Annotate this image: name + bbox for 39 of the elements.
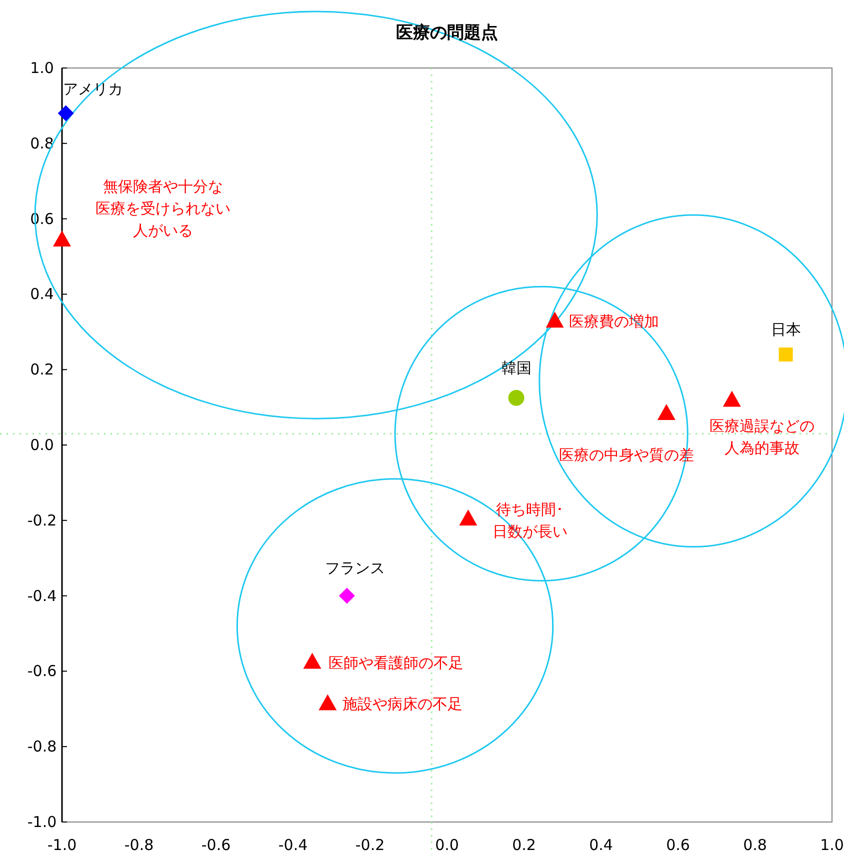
x-tick-label: -1.0 — [47, 836, 77, 854]
x-tick-label: 0.6 — [666, 836, 690, 854]
x-tick-label: -0.6 — [201, 836, 231, 854]
y-tick-label: -1.0 — [27, 813, 57, 831]
series-label: 韓国 — [501, 358, 532, 377]
x-tick-label: 0.2 — [512, 836, 536, 854]
point — [459, 510, 478, 526]
x-tick-label: -0.8 — [124, 836, 154, 854]
point — [546, 312, 564, 328]
series-label: フランス — [324, 558, 385, 577]
point — [303, 652, 322, 669]
series-label: 日本 — [770, 320, 801, 339]
y-tick-label: 0.0 — [30, 436, 54, 454]
point — [778, 348, 793, 362]
y-tick-label: 0.4 — [30, 285, 54, 304]
point — [58, 105, 74, 122]
y-tick-label: -0.8 — [27, 738, 57, 756]
y-tick-label: 0.2 — [30, 360, 54, 379]
x-tick-label: 1.0 — [820, 836, 844, 854]
series-label: 無保険者や十分な医療を受けられない人がいる — [96, 178, 230, 240]
series-label: 施設や病床の不足 — [342, 695, 463, 714]
point — [338, 588, 355, 604]
x-tick-label: 0.0 — [435, 836, 459, 854]
y-tick-label: -0.4 — [27, 586, 57, 605]
x-tick-label: 0.8 — [743, 836, 767, 854]
point — [318, 694, 337, 710]
point — [657, 404, 676, 420]
point — [722, 390, 741, 407]
series-label: アメリカ — [62, 80, 123, 98]
point — [508, 390, 524, 406]
x-tick-label: -0.4 — [278, 836, 308, 854]
x-tick-label: -0.2 — [355, 836, 385, 854]
point — [53, 230, 71, 247]
series-label: 医師や看護師の不足 — [328, 654, 464, 672]
y-tick-label: -0.2 — [27, 511, 57, 530]
series-label: 医療過誤などの人為的事故 — [709, 416, 814, 457]
y-tick-label: 1.0 — [30, 59, 54, 77]
x-tick-label: 0.4 — [589, 836, 613, 854]
y-tick-label: -0.6 — [27, 662, 57, 680]
